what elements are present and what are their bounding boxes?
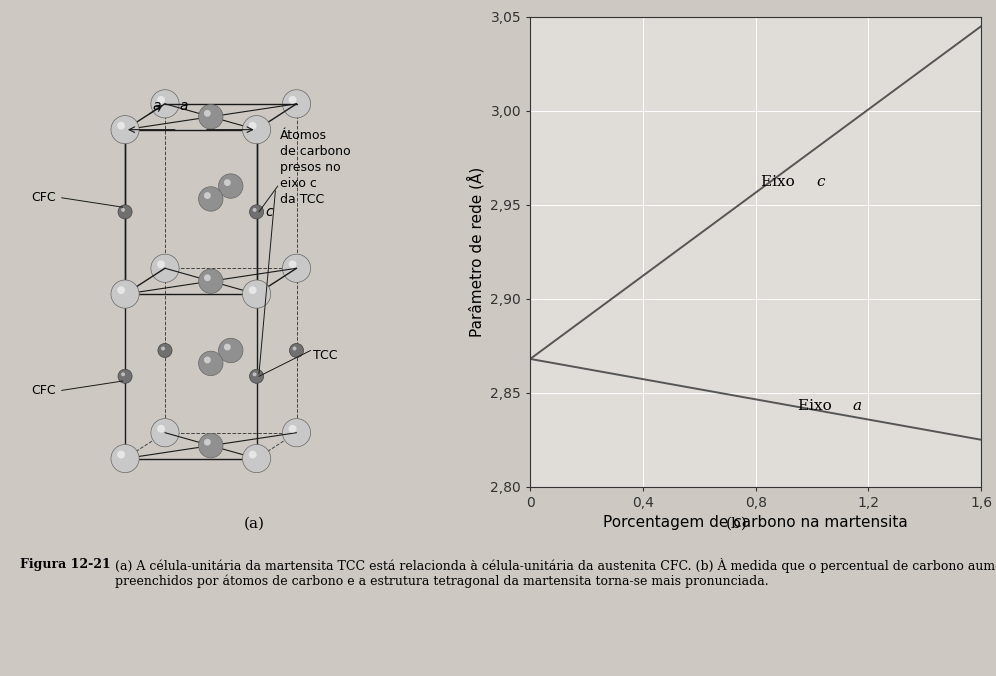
Text: c: c bbox=[265, 205, 273, 219]
Circle shape bbox=[118, 369, 132, 383]
Circle shape bbox=[150, 90, 179, 118]
Circle shape bbox=[289, 425, 297, 433]
Circle shape bbox=[249, 122, 257, 130]
Text: (a) A célula-unitária da martensita TCC está relacionda à célula-unitária da aus: (a) A célula-unitária da martensita TCC … bbox=[115, 558, 996, 588]
X-axis label: Porcentagem de carbono na martensita: Porcentagem de carbono na martensita bbox=[604, 515, 908, 530]
Circle shape bbox=[224, 179, 231, 186]
Text: Eixo: Eixo bbox=[798, 399, 837, 413]
Circle shape bbox=[204, 110, 211, 117]
Circle shape bbox=[198, 187, 223, 211]
Circle shape bbox=[111, 116, 139, 144]
Circle shape bbox=[289, 96, 297, 104]
Text: a: a bbox=[853, 399, 862, 413]
Circle shape bbox=[118, 122, 125, 130]
Circle shape bbox=[242, 280, 271, 308]
Circle shape bbox=[283, 90, 311, 118]
Circle shape bbox=[111, 444, 139, 473]
Text: CFC: CFC bbox=[31, 191, 56, 204]
Circle shape bbox=[250, 369, 264, 383]
Circle shape bbox=[111, 280, 139, 308]
Circle shape bbox=[157, 260, 165, 268]
Circle shape bbox=[204, 356, 211, 364]
Circle shape bbox=[158, 343, 172, 358]
Circle shape bbox=[161, 347, 165, 350]
Text: a: a bbox=[179, 99, 188, 113]
Text: c: c bbox=[817, 175, 825, 189]
Circle shape bbox=[253, 208, 257, 212]
Circle shape bbox=[198, 351, 223, 376]
Circle shape bbox=[157, 425, 165, 433]
Text: (a): (a) bbox=[243, 517, 265, 531]
Circle shape bbox=[224, 343, 231, 350]
Circle shape bbox=[253, 372, 257, 377]
Circle shape bbox=[157, 96, 165, 104]
Text: Eixo: Eixo bbox=[761, 175, 800, 189]
Circle shape bbox=[283, 254, 311, 283]
Circle shape bbox=[250, 205, 264, 219]
Circle shape bbox=[204, 192, 211, 199]
Y-axis label: Parâmetro de rede (Å): Parâmetro de rede (Å) bbox=[467, 167, 485, 337]
Circle shape bbox=[122, 372, 125, 377]
Circle shape bbox=[204, 439, 211, 445]
Circle shape bbox=[118, 205, 132, 219]
Text: Átomos
de carbono
presos no
eixo c
da TCC: Átomos de carbono presos no eixo c da TC… bbox=[280, 128, 351, 206]
Text: TCC: TCC bbox=[313, 349, 338, 362]
Circle shape bbox=[150, 254, 179, 283]
Circle shape bbox=[249, 286, 257, 294]
Circle shape bbox=[242, 116, 271, 144]
Circle shape bbox=[293, 347, 297, 350]
Circle shape bbox=[242, 444, 271, 473]
Circle shape bbox=[218, 174, 243, 198]
Circle shape bbox=[218, 338, 243, 363]
Circle shape bbox=[150, 418, 179, 447]
Circle shape bbox=[283, 418, 311, 447]
Circle shape bbox=[204, 274, 211, 281]
Text: Figura 12-21: Figura 12-21 bbox=[20, 558, 111, 571]
Circle shape bbox=[118, 286, 125, 294]
Circle shape bbox=[122, 208, 125, 212]
Text: a: a bbox=[152, 99, 161, 113]
Circle shape bbox=[198, 433, 223, 458]
Text: CFC: CFC bbox=[31, 384, 56, 397]
Text: (b): (b) bbox=[726, 517, 748, 531]
Circle shape bbox=[249, 451, 257, 458]
Circle shape bbox=[290, 343, 304, 358]
Circle shape bbox=[198, 105, 223, 129]
Circle shape bbox=[198, 269, 223, 293]
Circle shape bbox=[118, 451, 125, 458]
Circle shape bbox=[289, 260, 297, 268]
